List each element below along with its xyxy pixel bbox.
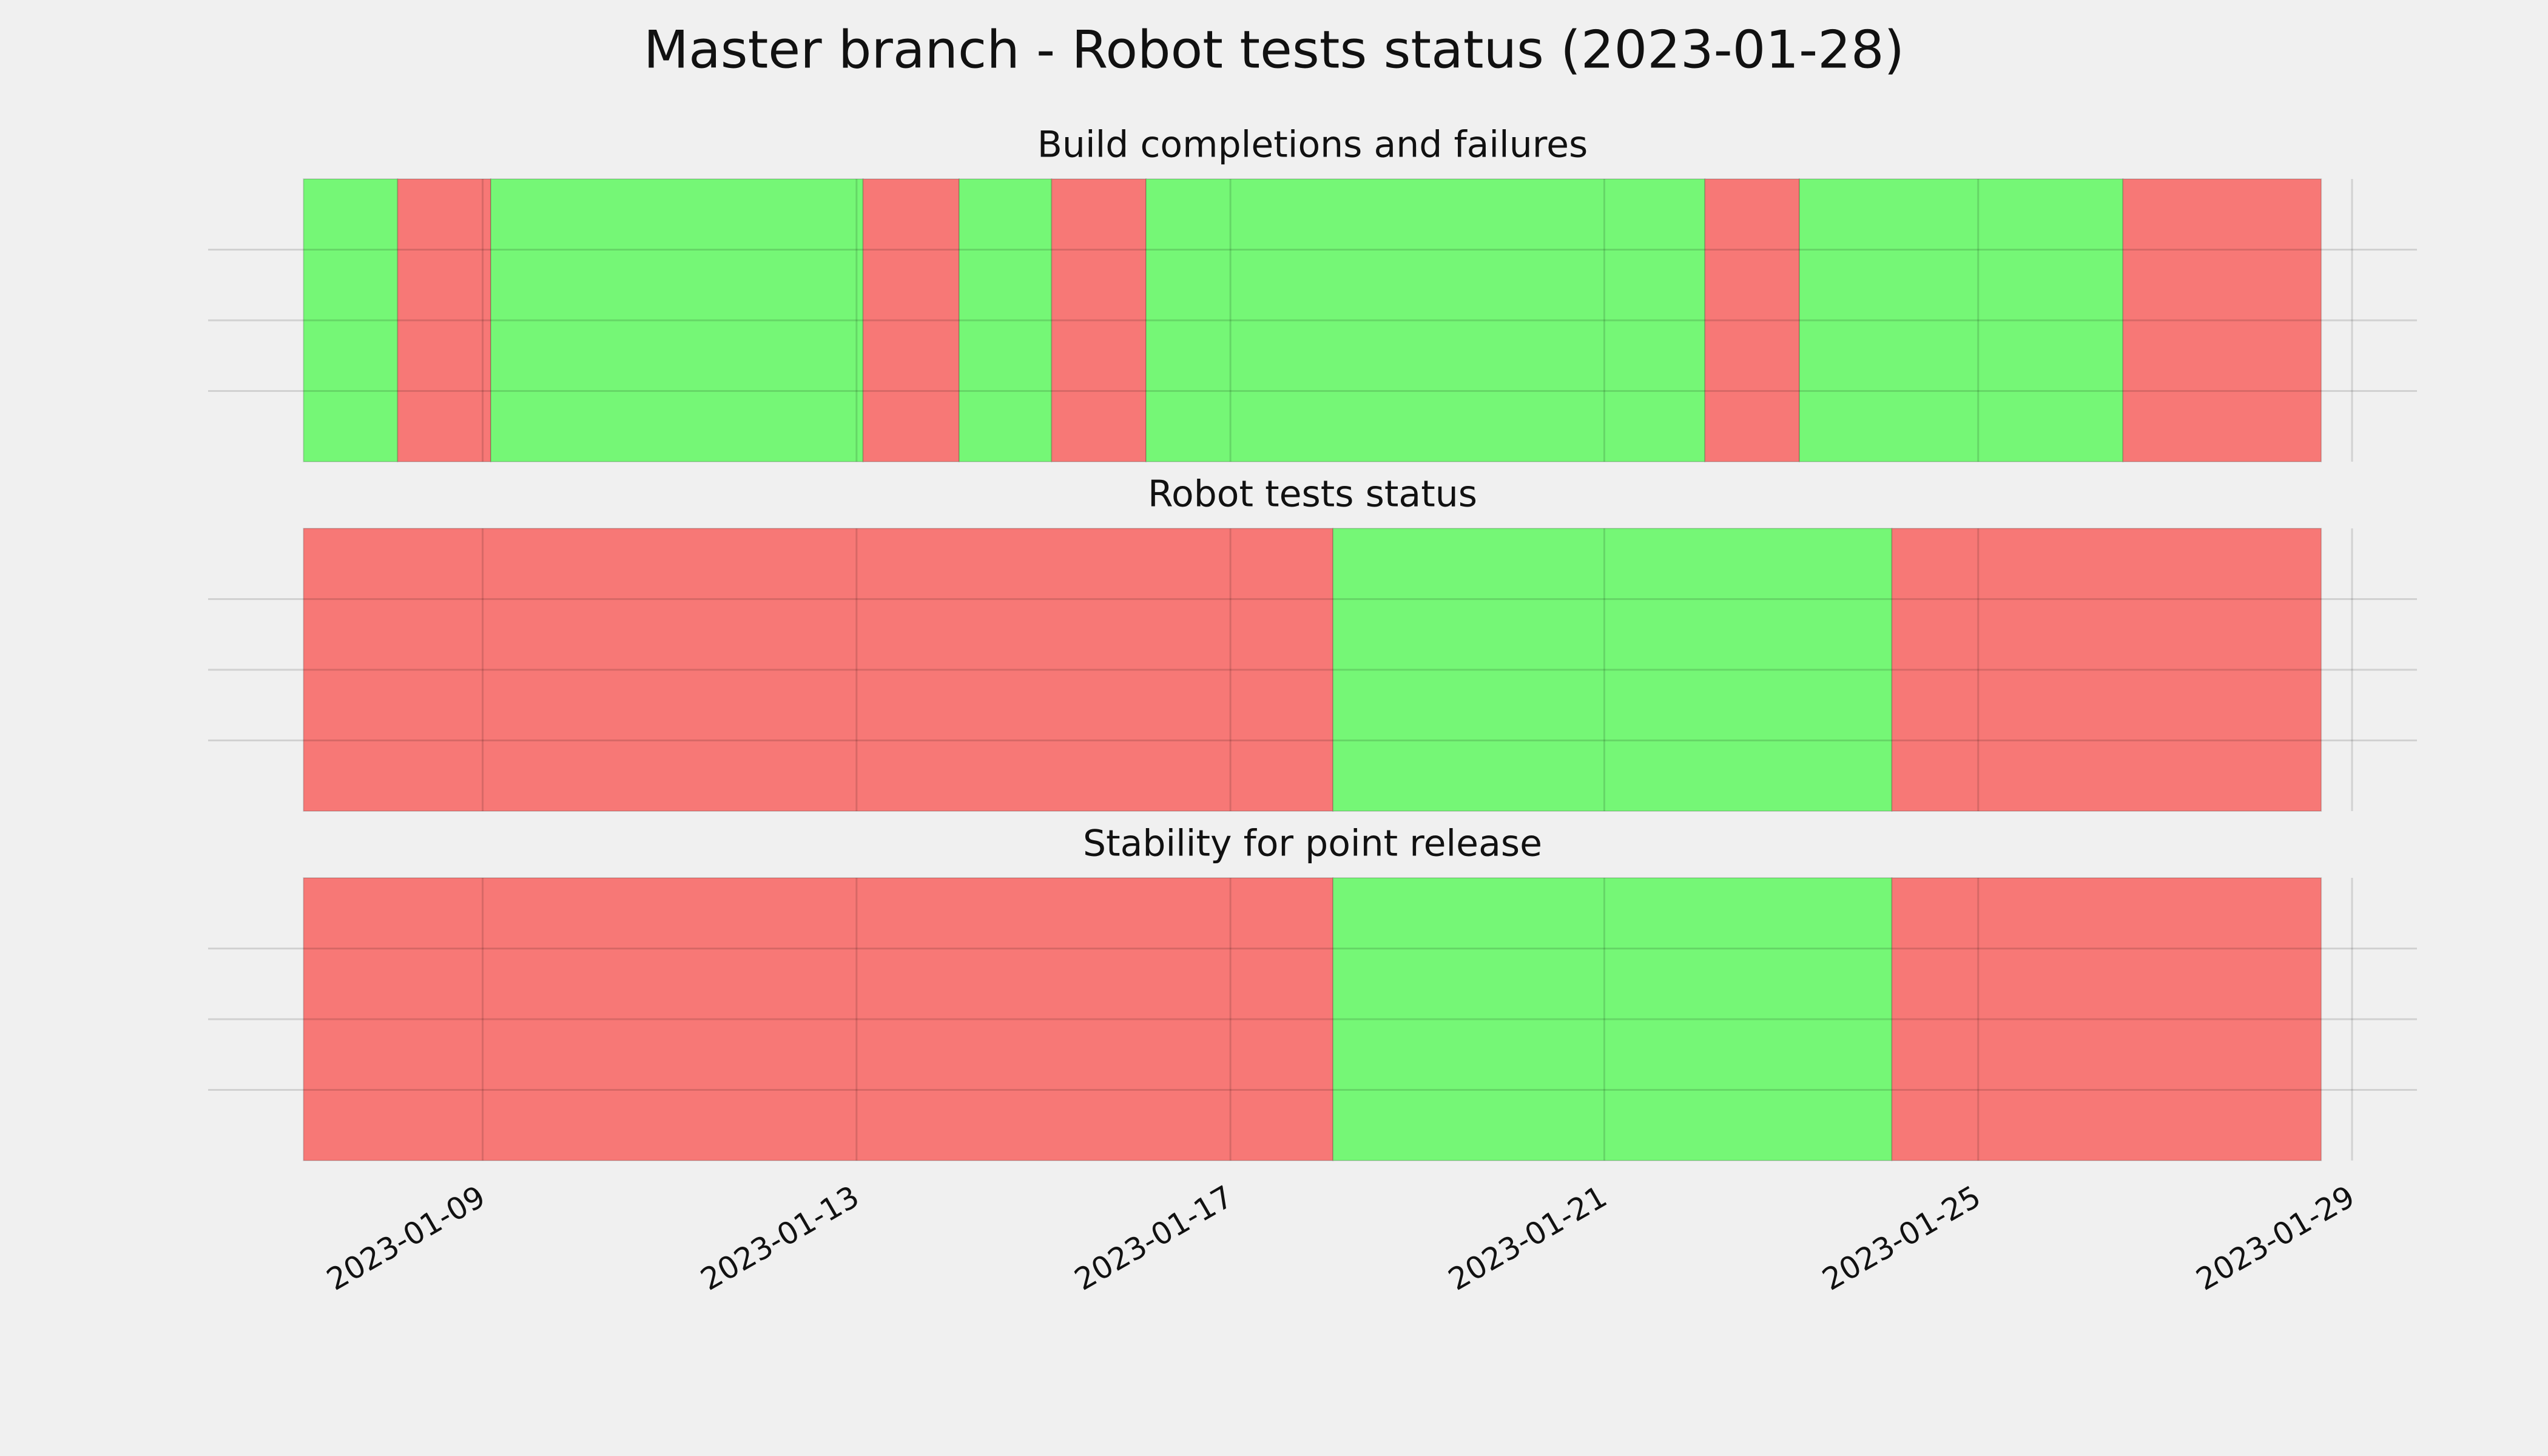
status-span: [1145, 178, 1706, 462]
status-span: [862, 178, 960, 462]
subplot-title: Build completions and failures: [1037, 124, 1588, 166]
status-span: [1891, 528, 2322, 812]
status-span: [2122, 178, 2322, 462]
status-span: [1332, 877, 1893, 1161]
status-span: [1332, 528, 1893, 812]
status-span: [1891, 877, 2322, 1161]
status-span: [303, 877, 1334, 1161]
subplot-title: Stability for point release: [1083, 823, 1542, 865]
status-span: [397, 178, 491, 462]
status-span: [1051, 178, 1147, 462]
figure-title: Master branch - Robot tests status (2023…: [644, 19, 1904, 80]
status-span: [303, 178, 399, 462]
status-span: [958, 178, 1053, 462]
status-span: [490, 178, 864, 462]
status-span: [303, 528, 1334, 812]
status-span: [1798, 178, 2124, 462]
status-span: [1704, 178, 1800, 462]
subplot-title: Robot tests status: [1148, 473, 1477, 516]
